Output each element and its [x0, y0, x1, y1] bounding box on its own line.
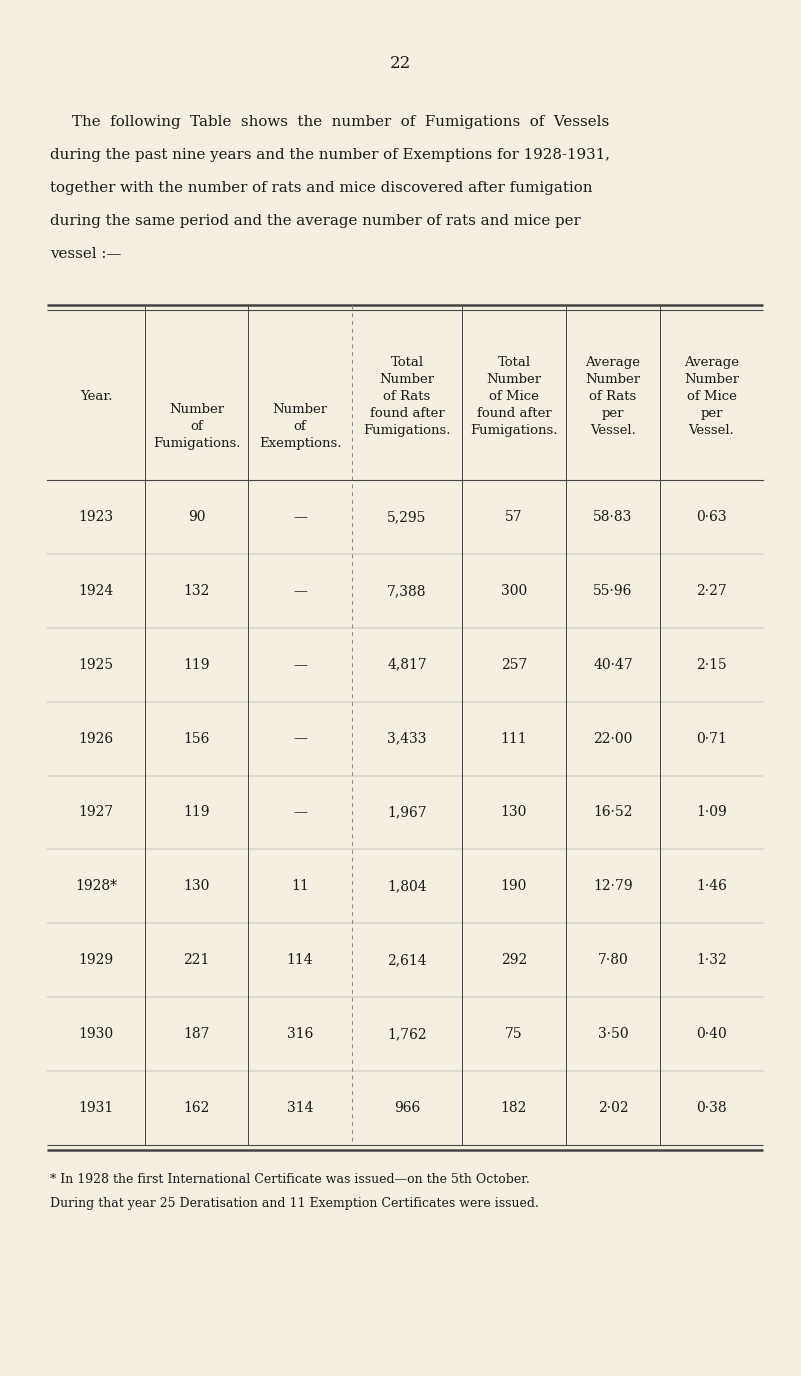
- Text: 130: 130: [501, 805, 527, 820]
- Text: 111: 111: [501, 732, 527, 746]
- Text: 316: 316: [287, 1026, 313, 1042]
- Text: 3·50: 3·50: [598, 1026, 628, 1042]
- Text: Average
Number
of Mice
per
Vessel.: Average Number of Mice per Vessel.: [684, 356, 739, 438]
- Text: Average
Number
of Rats
per
Vessel.: Average Number of Rats per Vessel.: [586, 356, 641, 438]
- Text: 11: 11: [291, 879, 309, 893]
- Text: 58·83: 58·83: [594, 510, 633, 524]
- Text: 75: 75: [505, 1026, 523, 1042]
- Text: 1929: 1929: [78, 954, 114, 967]
- Text: during the same period and the average number of rats and mice per: during the same period and the average n…: [50, 215, 581, 228]
- Text: 1,967: 1,967: [387, 805, 427, 820]
- Text: Year.: Year.: [80, 389, 112, 403]
- Text: vessel :—: vessel :—: [50, 248, 122, 261]
- Text: 55·96: 55·96: [594, 583, 633, 597]
- Text: 221: 221: [183, 954, 210, 967]
- Text: 22: 22: [390, 55, 411, 72]
- Text: 2·02: 2·02: [598, 1101, 628, 1115]
- Text: —: —: [293, 732, 307, 746]
- Text: 4,817: 4,817: [387, 658, 427, 671]
- Text: 1925: 1925: [78, 658, 114, 671]
- Text: 2·27: 2·27: [696, 583, 727, 597]
- Text: 0·71: 0·71: [696, 732, 727, 746]
- Text: 1930: 1930: [78, 1026, 114, 1042]
- Text: Total
Number
of Rats
found after
Fumigations.: Total Number of Rats found after Fumigat…: [363, 356, 451, 438]
- Text: 12·79: 12·79: [594, 879, 633, 893]
- Text: 156: 156: [183, 732, 210, 746]
- Text: During that year 25 Deratisation and 11 Exemption Certificates were issued.: During that year 25 Deratisation and 11 …: [50, 1197, 539, 1210]
- Text: 1·32: 1·32: [696, 954, 727, 967]
- Text: The  following  Table  shows  the  number  of  Fumigations  of  Vessels: The following Table shows the number of …: [72, 116, 610, 129]
- Text: 1924: 1924: [78, 583, 114, 597]
- Text: 132: 132: [183, 583, 210, 597]
- Text: 190: 190: [501, 879, 527, 893]
- Text: 1931: 1931: [78, 1101, 114, 1115]
- Text: Number
of
Fumigations.: Number of Fumigations.: [153, 403, 240, 450]
- Text: —: —: [293, 805, 307, 820]
- Text: 292: 292: [501, 954, 527, 967]
- Text: during the past nine years and the number of Exemptions for 1928-1931,: during the past nine years and the numbe…: [50, 149, 610, 162]
- Text: 0·40: 0·40: [696, 1026, 727, 1042]
- Text: 257: 257: [501, 658, 527, 671]
- Text: 7·80: 7·80: [598, 954, 628, 967]
- Text: 57: 57: [505, 510, 523, 524]
- Text: —: —: [293, 583, 307, 597]
- Text: 162: 162: [183, 1101, 210, 1115]
- Text: 0·63: 0·63: [696, 510, 727, 524]
- Text: together with the number of rats and mice discovered after fumigation: together with the number of rats and mic…: [50, 182, 593, 195]
- Text: 130: 130: [183, 879, 210, 893]
- Text: 119: 119: [183, 805, 210, 820]
- Text: 5,295: 5,295: [388, 510, 427, 524]
- Text: 1·09: 1·09: [696, 805, 727, 820]
- Text: 40·47: 40·47: [593, 658, 633, 671]
- Text: 2·15: 2·15: [696, 658, 727, 671]
- Text: 300: 300: [501, 583, 527, 597]
- Text: 1928*: 1928*: [75, 879, 117, 893]
- Text: 114: 114: [287, 954, 313, 967]
- Text: 2,614: 2,614: [387, 954, 427, 967]
- Text: 0·38: 0·38: [696, 1101, 727, 1115]
- Text: —: —: [293, 658, 307, 671]
- Text: 3,433: 3,433: [387, 732, 427, 746]
- Text: 1927: 1927: [78, 805, 114, 820]
- Text: 1923: 1923: [78, 510, 114, 524]
- Text: 22·00: 22·00: [594, 732, 633, 746]
- Text: 16·52: 16·52: [594, 805, 633, 820]
- Text: 1,762: 1,762: [387, 1026, 427, 1042]
- Text: —: —: [293, 510, 307, 524]
- Text: * In 1928 the first International Certificate was issued—on the 5th October.: * In 1928 the first International Certif…: [50, 1172, 529, 1186]
- Text: Number
of
Exemptions.: Number of Exemptions.: [259, 403, 341, 450]
- Text: 1,804: 1,804: [387, 879, 427, 893]
- Text: 90: 90: [187, 510, 205, 524]
- Text: Total
Number
of Mice
found after
Fumigations.: Total Number of Mice found after Fumigat…: [470, 356, 557, 438]
- Text: 966: 966: [394, 1101, 421, 1115]
- Text: 314: 314: [287, 1101, 313, 1115]
- Text: 119: 119: [183, 658, 210, 671]
- Text: 187: 187: [183, 1026, 210, 1042]
- Text: 1926: 1926: [78, 732, 114, 746]
- Text: 1·46: 1·46: [696, 879, 727, 893]
- Text: 7,388: 7,388: [387, 583, 427, 597]
- Text: 182: 182: [501, 1101, 527, 1115]
